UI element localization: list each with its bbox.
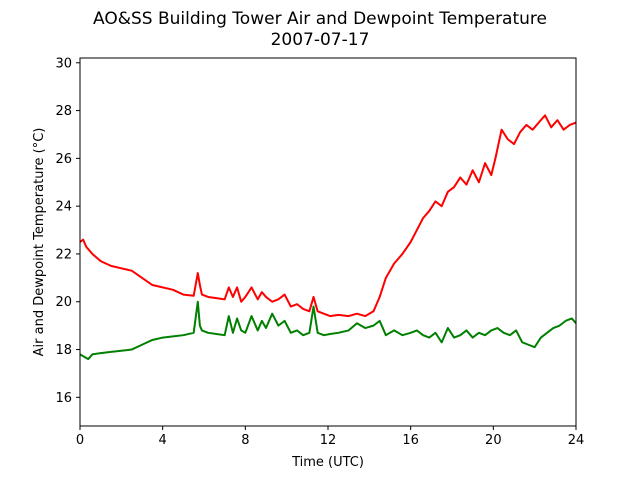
x-axis: 0 4 8 12 16 20 24: [76, 426, 584, 448]
y-tick-label: 30: [55, 56, 72, 71]
chart-subtitle: 2007-07-17: [271, 30, 370, 50]
chart-title: AO&SS Building Tower Air and Dewpoint Te…: [93, 9, 547, 29]
x-tick-label: 4: [159, 433, 167, 448]
y-tick-label: 20: [55, 295, 72, 310]
x-tick-label: 16: [402, 433, 419, 448]
series-layer: [79, 114, 577, 361]
y-tick-label: 28: [55, 104, 72, 119]
x-tick-label: 24: [568, 433, 585, 448]
x-tick-label: 0: [76, 433, 84, 448]
x-tick-label: 12: [320, 433, 337, 448]
series-line-1: [79, 300, 577, 361]
series-line-0: [79, 114, 577, 318]
y-axis-label: Air and Dewpoint Temperature (°C): [32, 128, 47, 357]
y-tick-label: 18: [55, 343, 72, 358]
x-tick-label: 20: [485, 433, 502, 448]
y-tick-label: 26: [55, 152, 72, 167]
x-tick-label: 8: [241, 433, 249, 448]
y-tick-label: 24: [55, 200, 72, 215]
y-tick-label: 16: [55, 391, 72, 406]
plot-frame: [79, 57, 577, 427]
y-axis: 16 18 20 22 24 26 28 30: [55, 56, 80, 406]
y-tick-label: 22: [55, 247, 72, 262]
x-axis-label: Time (UTC): [291, 455, 364, 470]
